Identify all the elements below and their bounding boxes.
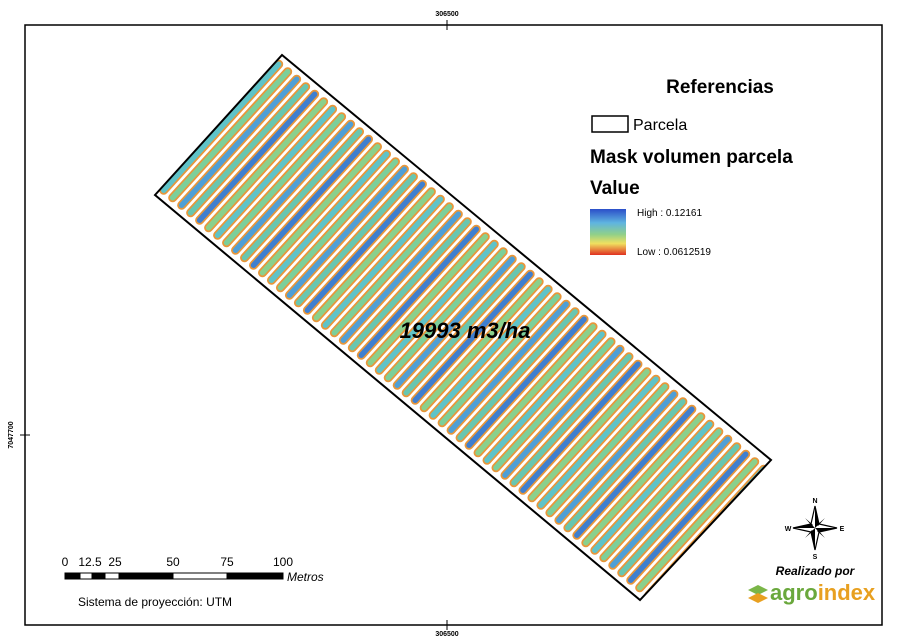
top-coordinate: 306500 [435,11,458,18]
map: 306500 306500 7047700 19993 m3/ha Refere… [0,0,897,640]
compass-w: W [785,526,792,533]
color-ramp [590,209,626,255]
scale-label: 25 [108,555,122,569]
legend-title: Referencias [666,77,774,98]
scale-label: 100 [273,555,293,569]
bottom-coordinate: 306500 [435,631,458,638]
compass-s: S [813,554,818,561]
compass-n: N [812,498,817,505]
parcel-swatch [592,116,628,132]
scale-segment [227,573,283,579]
parcel-label: Parcela [633,117,687,134]
left-coordinate: 7047700 [8,421,15,448]
brand: agroindex [770,580,876,605]
brand-end: index [818,580,876,605]
credit-caption: Realizado por [776,564,856,578]
high-label: High : 0.12161 [637,208,702,219]
page: 306500 306500 7047700 19993 m3/ha Refere… [0,0,897,640]
scale-label: 75 [220,555,234,569]
scale-unit: Metros [287,570,324,584]
scale-segment [80,573,92,579]
volume-label: 19993 m3/ha [400,318,531,343]
scale-label: 50 [166,555,180,569]
brand-start: agro [770,580,818,605]
scale-segment [105,573,119,579]
scale-label: 12.5 [78,555,102,569]
layer-name: Mask volumen parcela [590,147,793,168]
scale-segment [65,573,80,579]
scale-segment [173,573,227,579]
compass-e: E [840,526,845,533]
low-label: Low : 0.0612519 [637,247,711,258]
projection: Sistema de proyección: UTM [78,595,232,609]
value-title: Value [590,178,640,199]
scale-label: 0 [62,555,69,569]
scale-segment [92,573,105,579]
scale-segment [119,573,173,579]
